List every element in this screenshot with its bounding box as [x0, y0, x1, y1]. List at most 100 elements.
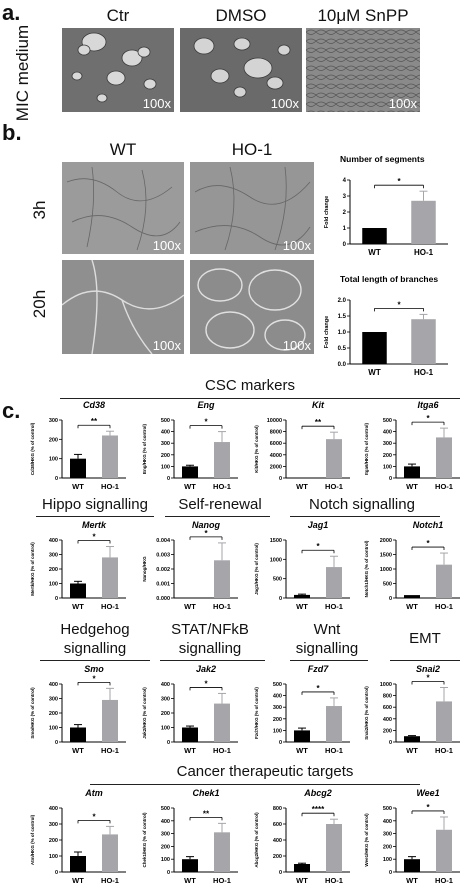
chart-smo: Smo Smo/HKG (% of control) 0 100 200 300 400 WT… — [30, 664, 126, 755]
bar-wt — [70, 856, 86, 872]
bar-ho-1 — [436, 564, 452, 598]
y-tick-label: 0 — [389, 596, 392, 602]
y-tick-label: 300 — [49, 697, 58, 703]
y-tick-label: 400 — [161, 682, 170, 688]
panel-a-col-snpp: 10μM SnPP — [317, 6, 409, 25]
y-tick-label: 0.5 — [338, 346, 347, 352]
y-tick-label: 0 — [167, 476, 170, 482]
y-tick-label: 400 — [273, 694, 282, 700]
y-tick-label: 3 — [343, 194, 347, 200]
micrograph-dmso: 100x — [180, 28, 302, 112]
bar-wt — [362, 228, 387, 244]
x-tick-label: WT — [72, 876, 84, 885]
chart-title: Kit — [312, 400, 325, 410]
group-wnt-line — [290, 660, 368, 661]
y-tick-label: 2 — [343, 210, 347, 216]
chart-snai2: Snai2 Snai2/HKG (% of control) 0 200 400 600 8… — [364, 664, 460, 755]
x-tick-label: WT — [406, 746, 418, 755]
y-tick-label: 100 — [273, 728, 282, 734]
y-tick-label: 0 — [389, 476, 392, 482]
y-tick-label: 1000 — [380, 567, 392, 573]
y-tick-label: 2000 — [380, 538, 392, 544]
chart-title: Total length of branches — [340, 274, 438, 284]
y-axis-label: Fzd7/HKG (% of control) — [254, 687, 259, 739]
significance-label: * — [204, 529, 208, 538]
x-tick-label: WT — [72, 482, 84, 491]
y-tick-label: 100 — [161, 464, 170, 470]
bar-ho-1 — [102, 699, 118, 742]
significance-label: * — [92, 533, 96, 542]
micrograph-wt-3h: 100x — [62, 162, 184, 254]
bar-ho-1 — [326, 567, 342, 598]
group-emt-line — [390, 660, 460, 661]
y-axis-label: Abcg2/HKG (% of control) — [254, 812, 259, 868]
x-tick-label: WT — [406, 602, 418, 611]
magnification-label: 100x — [152, 238, 181, 253]
chart-title: Jag1 — [308, 520, 329, 530]
y-tick-label: 200 — [49, 838, 58, 844]
significance-label: * — [204, 418, 208, 427]
y-axis-label: Smo/HKG (% of control) — [30, 687, 35, 739]
y-axis-label: Fold change — [324, 316, 330, 348]
y-tick-label: 400 — [383, 717, 392, 723]
y-tick-label: 200 — [273, 717, 282, 723]
chart-jag1: Jag1 Jag1/HKG (% of control) 0 500 1000 1500 W… — [254, 520, 350, 611]
bar-wt — [70, 583, 86, 598]
group-hippo-line — [36, 516, 154, 517]
x-tick-label: WT — [368, 368, 381, 377]
x-tick-label: HO-1 — [213, 876, 231, 885]
y-tick-label: 0 — [167, 740, 170, 746]
significance-label: * — [92, 674, 96, 683]
x-tick-label: HO-1 — [435, 876, 453, 885]
y-tick-label: 500 — [383, 806, 392, 812]
y-tick-label: 100 — [49, 457, 58, 463]
bar-ho-1 — [214, 703, 230, 742]
magnification-label: 100x — [270, 96, 299, 111]
y-tick-label: 100 — [161, 726, 170, 732]
micrograph-wt-20h: 100x — [62, 260, 184, 354]
y-tick-label: 100 — [161, 857, 170, 863]
significance-label: ** — [203, 809, 210, 818]
y-tick-label: 8000 — [270, 430, 282, 436]
y-tick-label: 100 — [383, 857, 392, 863]
y-tick-label: 0 — [343, 242, 347, 248]
y-tick-label: 100 — [49, 726, 58, 732]
y-tick-label: 200 — [49, 711, 58, 717]
y-tick-label: 500 — [273, 682, 282, 688]
chart-notch1: Notch1 Notch1/HKG (% of control) 0 500 1000 1… — [364, 520, 460, 611]
micrograph-ho1-3h: 100x — [190, 162, 314, 254]
significance-label: * — [426, 673, 430, 682]
bar-ho-1 — [214, 560, 230, 598]
bar-wt — [404, 736, 420, 742]
bar-ho-1 — [214, 832, 230, 872]
y-axis-label: Atm/HKG (% of control) — [30, 814, 35, 865]
group-wnt: Wnt signalling — [295, 621, 359, 657]
x-tick-label: HO-1 — [414, 248, 434, 257]
panel-b-row-20h: 20h — [30, 289, 49, 319]
chart-mertk: Mertk Mertk/HKG (% of control) 0 100 200 300 4… — [30, 520, 126, 611]
y-tick-label: 4 — [343, 178, 347, 184]
significance-label: * — [426, 539, 430, 548]
chart-title: Chek1 — [192, 788, 219, 798]
panel-b-col-wt: WT — [109, 140, 137, 159]
chart-wee1: Wee1 Wee1/HKG (% of control) 0 100 200 300 400… — [364, 788, 460, 885]
bar-wt — [182, 859, 198, 872]
chart-atm: Atm Atm/HKG (% of control) 0 100 200 300 400 WT… — [30, 788, 126, 885]
y-tick-label: 200 — [383, 453, 392, 459]
y-tick-label: 400 — [49, 538, 58, 544]
bar-ho-1 — [102, 834, 118, 872]
x-tick-label: WT — [296, 602, 308, 611]
bar-wt — [182, 466, 198, 478]
chart-fzd7: Fzd7 Fzd7/HKG (% of control) 0 100 200 300 400… — [254, 664, 350, 755]
y-axis-label: Nanog/HKG — [142, 556, 147, 582]
bar-wt — [294, 477, 310, 479]
group-cancer-targets: Cancer therapeutic targets — [176, 763, 354, 780]
y-axis-label: Chek1/HKG (% of control) — [142, 812, 147, 868]
x-tick-label: HO-1 — [414, 368, 434, 377]
x-tick-label: HO-1 — [101, 482, 119, 491]
significance-label: * — [92, 812, 96, 821]
chart-title: Itga6 — [417, 400, 439, 410]
bar-wt — [182, 597, 198, 599]
x-tick-label: HO-1 — [435, 482, 453, 491]
group-stat: STAT/NFkB signalling — [171, 621, 249, 657]
